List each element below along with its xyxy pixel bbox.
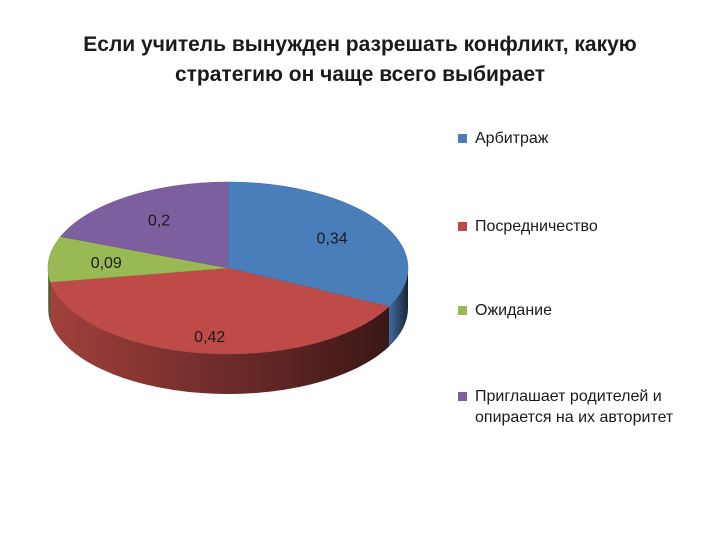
chart-title-line-2: стратегию он чаще всего выбирает (174, 63, 546, 86)
legend-item-parents: Приглашает родителей и опирается на их а… (458, 386, 695, 428)
legend-swatch (458, 392, 467, 401)
pie-slice-arbitration (227, 181, 409, 307)
data-label-waiting: 0,09 (91, 255, 122, 272)
legend-item-waiting: Ожидание (458, 300, 695, 321)
legend-swatch (458, 306, 467, 315)
legend-label: Приглашает родителей и опирается на их а… (475, 388, 674, 426)
pie-side-waiting (48, 268, 51, 323)
legend-label: Ожидание (475, 302, 552, 319)
legend-label: Посредничество (475, 218, 598, 235)
legend-swatch (458, 222, 467, 231)
legend-item-arbitration: Арбитраж (458, 128, 695, 149)
pie-slice-waiting (47, 236, 229, 283)
data-label-mediation: 0,42 (194, 329, 225, 346)
data-label-parents: 0,2 (148, 213, 170, 230)
pie-side-arbitration (388, 268, 408, 347)
legend-item-mediation: Посредничество (458, 216, 695, 237)
chart-title: Если учитель вынужден разрешать конфликт… (40, 30, 680, 90)
chart-title-line-1: Если учитель вынужден разрешать конфликт… (83, 33, 637, 56)
pie-side-mediation (50, 282, 389, 394)
pie-slice-parents (59, 181, 229, 269)
legend-swatch (458, 134, 467, 143)
data-label-arbitration: 0,34 (317, 230, 348, 247)
legend-label: Арбитраж (475, 130, 549, 147)
pie-slice-mediation (50, 267, 390, 355)
